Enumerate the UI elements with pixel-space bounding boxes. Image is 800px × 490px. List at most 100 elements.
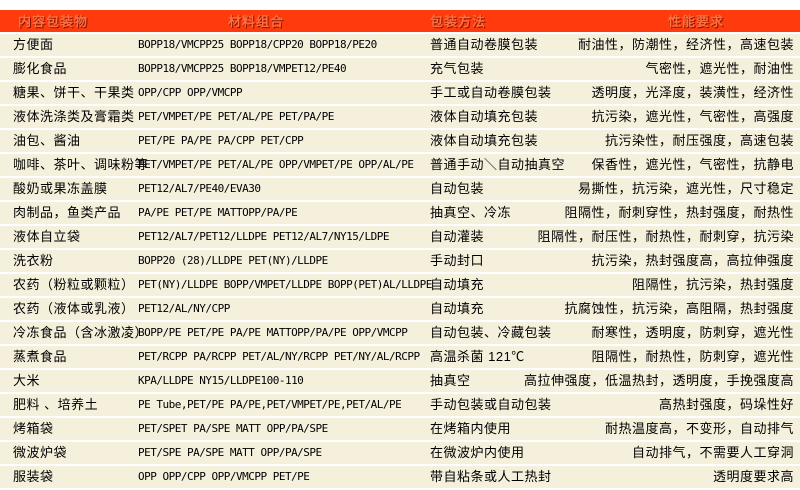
table-row: 糖果、饼干、干果类 OPP/CPP OPP/VMCPP 手工或自动卷膜包装 透明… [0, 82, 800, 104]
performance-cell: 耐热温度高，不变形，自动排气 [604, 421, 794, 436]
performance-cell: 抗污染，遮光性，气密性，高强度 [591, 109, 794, 124]
table-row: 大米 KPA/LLDPE NY15/LLDPE100-110 抽真空 高拉伸强度… [0, 370, 800, 392]
materials-cell: PET/SPET PA/SPE MATT OPP/PA/SPE [138, 422, 328, 435]
materials-cell: BOPP18/VMCPP25 BOPP18/VMPET12/PE40 [138, 62, 347, 75]
table-row: 烤箱袋 PET/SPET PA/SPE MATT OPP/PA/SPE 在烤箱内… [0, 418, 800, 440]
materials-cell: BOPP20 (28)/LLDPE PET(NY)/LLDPE [138, 254, 328, 267]
performance-cell: 自动排气，不需要人工穿洞 [631, 445, 794, 460]
performance-cell: 阻隔性，耐压性，耐热性，耐刺穿，抗污染 [537, 229, 794, 244]
table-row: 农药（粉粒或颗粒） PET(NY)/LLDPE BOPP/VMPET/LLDPE… [0, 274, 800, 296]
materials-cell: PET/PE PA/PE PA/CPP PET/CPP [138, 134, 304, 147]
method-cell: 普通手动＼自动抽真空 [430, 157, 566, 172]
item-cell: 咖啡、茶叶、调味粉等 [13, 157, 149, 172]
method-cell: 抽真空 [430, 373, 471, 388]
table-body: 方便面 BOPP18/VMCPP25 BOPP18/CPP20 BOPP18/P… [0, 34, 800, 490]
method-cell: 手动封口 [430, 253, 485, 268]
table-row: 酸奶或果冻盖膜 PET12/AL7/PE40/EVA30 自动包装 易撕性，抗污… [0, 178, 800, 200]
table-row: 膨化食品 BOPP18/VMCPP25 BOPP18/VMPET12/PE40 … [0, 58, 800, 80]
column-header-item: 内容包装物 [18, 14, 89, 29]
item-cell: 农药（液体或乳液） [13, 301, 135, 316]
item-cell: 膨化食品 [13, 61, 68, 76]
materials-cell: KPA/LLDPE NY15/LLDPE100-110 [138, 374, 304, 387]
performance-cell: 阻隔性，耐刺穿性，热封强度，耐热性 [564, 205, 794, 220]
materials-cell: BOPP/PE PET/PE PA/PE MATTOPP/PA/PE OPP/V… [138, 326, 408, 339]
method-cell: 普通自动卷膜包装 [430, 37, 539, 52]
item-cell: 大米 [13, 373, 41, 388]
table-row: 微波炉袋 PET/SPE PA/SPE MATT OPP/PA/SPE 在微波炉… [0, 442, 800, 464]
item-cell: 洗衣粉 [13, 253, 54, 268]
materials-cell: OPP/CPP OPP/VMCPP [138, 86, 243, 99]
column-header-materials: 材料组合 [228, 14, 285, 29]
item-cell: 蒸煮食品 [13, 349, 68, 364]
method-cell: 在烤箱内使用 [430, 421, 512, 436]
table-row: 方便面 BOPP18/VMCPP25 BOPP18/CPP20 BOPP18/P… [0, 34, 800, 56]
performance-cell: 易撕性，抗污染，遮光性，尺寸稳定 [577, 181, 794, 196]
item-cell: 冷冻食品（含冰激凌） [13, 325, 149, 340]
method-cell: 自动灌装 [430, 229, 485, 244]
table-header-row: 内容包装物 材料组合 包装方法 性能要求 [0, 10, 800, 32]
table-row: 油包、酱油 PET/PE PA/PE PA/CPP PET/CPP 液体自动填充… [0, 130, 800, 152]
method-cell: 液体自动填充包装 [430, 133, 539, 148]
item-cell: 糖果、饼干、干果类 [13, 85, 135, 100]
table-row: 服装袋 OPP OPP/CPP OPP/VMCPP PET/PE 带自粘条或人工… [0, 466, 800, 488]
item-cell: 农药（粉粒或颗粒） [13, 277, 135, 292]
method-cell: 手动包装或自动包装 [430, 397, 552, 412]
item-cell: 酸奶或果冻盖膜 [13, 181, 108, 196]
materials-cell: PET12/AL7/PET12/LLDPE PET12/AL7/NY15/LDP… [138, 230, 390, 243]
materials-cell: PET/SPE PA/SPE MATT OPP/PA/SPE [138, 446, 322, 459]
materials-cell: PET(NY)/LLDPE BOPP/VMPET/LLDPE BOPP(PET)… [138, 278, 432, 291]
materials-cell: PET12/AL7/PE40/EVA30 [138, 182, 261, 195]
column-header-performance: 性能要求 [668, 14, 725, 29]
item-cell: 肉制品，鱼类产品 [13, 205, 122, 220]
materials-cell: PE Tube,PET/PE PA/PE,PET/VMPET/PE,PET/AL… [138, 398, 402, 411]
materials-cell: PA/PE PET/PE MATTOPP/PA/PE [138, 206, 298, 219]
method-cell: 手工或自动卷膜包装 [430, 85, 552, 100]
performance-cell: 抗污染，热封强度高，高拉伸强度 [591, 253, 794, 268]
table-row: 肉制品，鱼类产品 PA/PE PET/PE MATTOPP/PA/PE 抽真空、… [0, 202, 800, 224]
materials-cell: PET/VMPET/PE PET/AL/PE PET/PA/PE [138, 110, 334, 123]
performance-cell: 抗腐蚀性，抗污染，高阻隔，热封强度 [564, 301, 794, 316]
item-cell: 液体自立袋 [13, 229, 81, 244]
materials-cell: OPP OPP/CPP OPP/VMCPP PET/PE [138, 470, 310, 483]
method-cell: 充气包装 [430, 61, 485, 76]
table-row: 液体自立袋 PET12/AL7/PET12/LLDPE PET12/AL7/NY… [0, 226, 800, 248]
item-cell: 方便面 [13, 37, 54, 52]
method-cell: 自动包装 [430, 181, 485, 196]
materials-cell: BOPP18/VMCPP25 BOPP18/CPP20 BOPP18/PE20 [138, 38, 377, 51]
table-row: 肥料 、培养土 PE Tube,PET/PE PA/PE,PET/VMPET/P… [0, 394, 800, 416]
performance-cell: 耐寒性，透明度，防刺穿，遮光性 [591, 325, 794, 340]
item-cell: 油包、酱油 [13, 133, 81, 148]
performance-cell: 抗污染性，耐压强度，高速包装 [604, 133, 794, 148]
materials-cell: PET/RCPP PA/RCPP PET/AL/NY/RCPP PET/NY/A… [138, 350, 420, 363]
item-cell: 液体洗涤类及膏霜类 [13, 109, 135, 124]
column-header-method: 包装方法 [430, 14, 487, 29]
table-row: 蒸煮食品 PET/RCPP PA/RCPP PET/AL/NY/RCPP PET… [0, 346, 800, 368]
table-row: 咖啡、茶叶、调味粉等 PET/VMPET/PE PET/AL/PE OPP/VM… [0, 154, 800, 176]
method-cell: 抽真空、冷冻 [430, 205, 512, 220]
performance-cell: 气密性，遮光性，耐油性 [645, 61, 794, 76]
performance-cell: 透明度，光泽度，装潢性，经济性 [591, 85, 794, 100]
item-cell: 微波炉袋 [13, 445, 68, 460]
table-row: 洗衣粉 BOPP20 (28)/LLDPE PET(NY)/LLDPE 手动封口… [0, 250, 800, 272]
performance-cell: 透明度要求高 [712, 469, 794, 484]
performance-cell: 阻隔性，抗污染，热封强度 [631, 277, 794, 292]
item-cell: 服装袋 [13, 469, 54, 484]
table-row: 液体洗涤类及膏霜类 PET/VMPET/PE PET/AL/PE PET/PA/… [0, 106, 800, 128]
materials-cell: PET/VMPET/PE PET/AL/PE OPP/VMPET/PE OPP/… [138, 158, 414, 171]
materials-cell: PET12/AL/NY/CPP [138, 302, 230, 315]
method-cell: 自动填充 [430, 277, 485, 292]
method-cell: 自动填充 [430, 301, 485, 316]
performance-cell: 耐油性，防潮性，经济性，高速包装 [577, 37, 794, 52]
method-cell: 液体自动填充包装 [430, 109, 539, 124]
item-cell: 肥料 、培养土 [13, 397, 99, 412]
table-row: 冷冻食品（含冰激凌） BOPP/PE PET/PE PA/PE MATTOPP/… [0, 322, 800, 344]
performance-cell: 保香性，遮光性，气密性，抗静电 [591, 157, 794, 172]
method-cell: 高温杀菌 121℃ [430, 349, 525, 364]
table-row: 农药（液体或乳液） PET12/AL/NY/CPP 自动填充 抗腐蚀性，抗污染，… [0, 298, 800, 320]
method-cell: 在微波炉内使用 [430, 445, 525, 460]
performance-cell: 高拉伸强度，低温热封，透明度，手挽强度高 [523, 373, 794, 388]
item-cell: 烤箱袋 [13, 421, 54, 436]
performance-cell: 高热封强度，码垛性好 [658, 397, 794, 412]
method-cell: 带自粘条或人工热封 [430, 469, 552, 484]
